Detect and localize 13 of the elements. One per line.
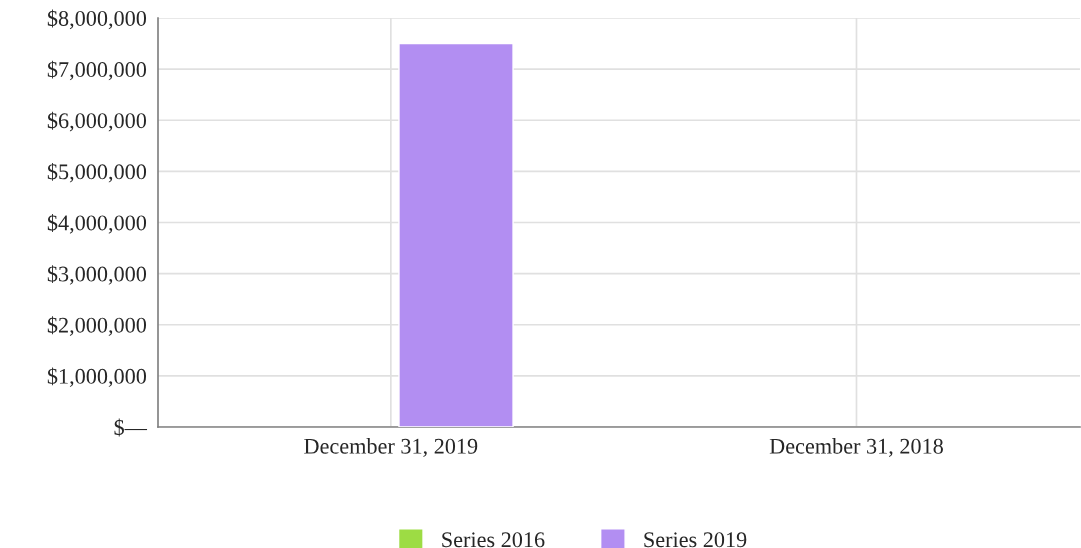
y-tick-label: $8,000,000 (47, 9, 147, 30)
y-tick-label: $4,000,000 (47, 214, 147, 234)
y-tick-label: $2,000,000 (47, 316, 147, 336)
y-tick-label: $1,000,000 (47, 367, 147, 387)
y-tick-label: $7,000,000 (47, 60, 147, 81)
legend-label: Series 2019 (644, 532, 747, 548)
y-tick-label: $3,000,000 (47, 265, 147, 285)
y-tick-label: $— (114, 418, 148, 437)
legend-label: Series 2016 (442, 532, 545, 548)
y-tick-label: $6,000,000 (47, 111, 147, 132)
y-tick-label: $5,000,000 (47, 162, 147, 183)
x-tick-label: December 31, 2018 (769, 438, 943, 457)
x-tick-label: December 31, 2019 (304, 438, 478, 457)
